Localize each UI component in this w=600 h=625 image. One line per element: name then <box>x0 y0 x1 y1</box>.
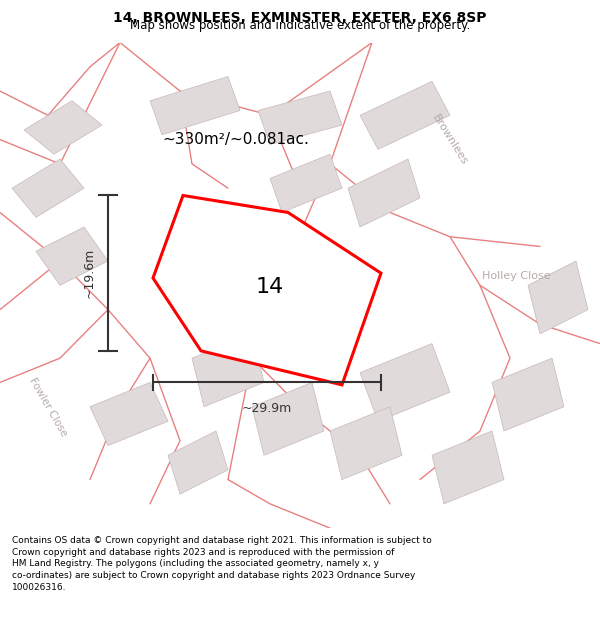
Polygon shape <box>12 159 84 218</box>
Text: 14: 14 <box>256 278 284 298</box>
Polygon shape <box>258 91 342 144</box>
Polygon shape <box>528 261 588 334</box>
Polygon shape <box>150 76 240 135</box>
Polygon shape <box>153 196 381 385</box>
Polygon shape <box>360 344 450 421</box>
Text: Contains OS data © Crown copyright and database right 2021. This information is : Contains OS data © Crown copyright and d… <box>12 536 432 592</box>
Polygon shape <box>24 101 102 154</box>
Text: Fowler Close: Fowler Close <box>27 376 69 438</box>
Polygon shape <box>252 382 324 455</box>
Polygon shape <box>348 159 420 227</box>
Text: Brownlees: Brownlees <box>269 299 307 350</box>
Polygon shape <box>432 431 504 504</box>
Polygon shape <box>330 407 402 479</box>
Polygon shape <box>360 81 450 149</box>
Polygon shape <box>270 154 342 212</box>
Polygon shape <box>492 358 564 431</box>
Text: ~330m²/~0.081ac.: ~330m²/~0.081ac. <box>162 132 309 147</box>
Polygon shape <box>90 382 168 446</box>
Text: ~19.6m: ~19.6m <box>83 248 96 298</box>
Text: Brownlees: Brownlees <box>430 112 470 167</box>
Text: Holley Close: Holley Close <box>482 271 550 281</box>
Polygon shape <box>36 227 108 285</box>
Text: Map shows position and indicative extent of the property.: Map shows position and indicative extent… <box>130 19 470 32</box>
Text: 14, BROWNLEES, EXMINSTER, EXETER, EX6 8SP: 14, BROWNLEES, EXMINSTER, EXETER, EX6 8S… <box>113 11 487 24</box>
Polygon shape <box>192 334 264 407</box>
Polygon shape <box>168 431 228 494</box>
Text: ~29.9m: ~29.9m <box>242 402 292 415</box>
